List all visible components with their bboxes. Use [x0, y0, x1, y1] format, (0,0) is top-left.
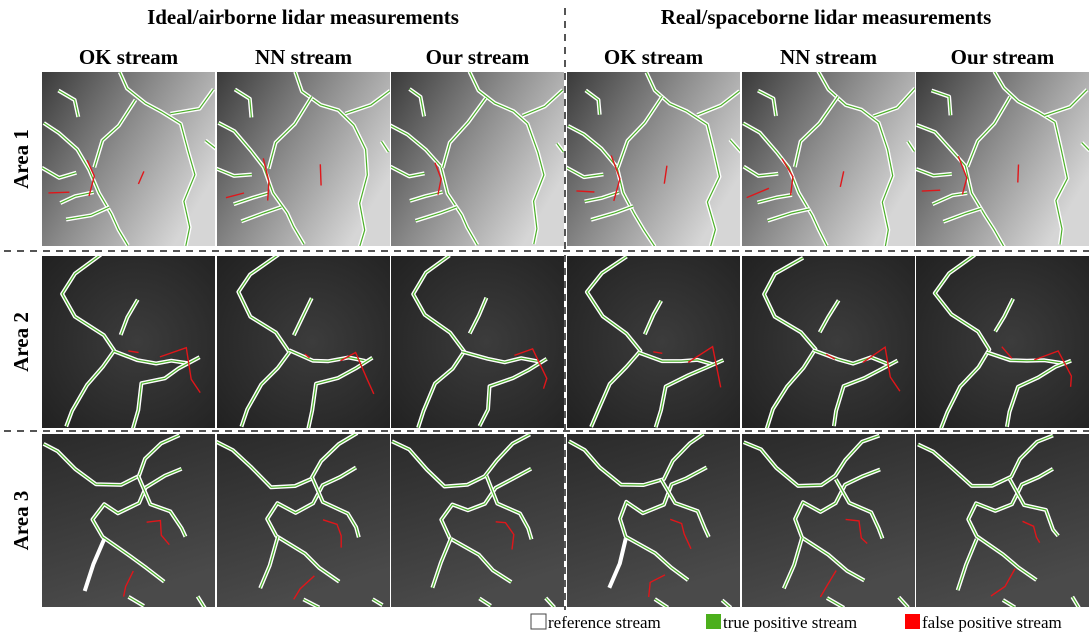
- legend-swatch: [905, 614, 920, 629]
- map-panel: [916, 255, 1089, 429]
- column-header: Our stream: [426, 45, 530, 69]
- map-panel: [42, 255, 215, 430]
- map-panel: [391, 255, 564, 428]
- legend-label: true positive stream: [723, 613, 857, 632]
- map-panel: [742, 256, 915, 430]
- figure: Ideal/airborne lidar measurements Real/s…: [0, 0, 1089, 633]
- legend-label: false positive stream: [922, 613, 1062, 632]
- legend-swatch: [706, 614, 721, 629]
- map-panel: [567, 434, 740, 608]
- map-panel: [565, 72, 741, 247]
- row-label: Area 3: [9, 491, 33, 551]
- column-header: NN stream: [780, 45, 878, 69]
- map-panel: [742, 434, 915, 608]
- false-positive-stream: [320, 164, 321, 185]
- map-panel: [217, 255, 390, 430]
- terrain-image: [742, 256, 915, 428]
- map-panel: [42, 72, 216, 246]
- column-header: OK stream: [79, 45, 179, 69]
- map-panel: [916, 72, 1089, 248]
- map-panel: [391, 434, 564, 608]
- legend-swatch: [531, 614, 546, 629]
- legend-label: reference stream: [548, 613, 661, 632]
- false-positive-stream: [922, 190, 940, 191]
- map-panel: [742, 71, 915, 246]
- column-header: NN stream: [255, 45, 353, 69]
- map-panel: [215, 72, 390, 248]
- column-header: Our stream: [951, 45, 1055, 69]
- group-title: Real/spaceborne lidar measurements: [661, 5, 992, 29]
- map-panel: [916, 434, 1089, 608]
- terrain-image: [391, 256, 564, 428]
- map-panel: [567, 256, 740, 428]
- group-title: Ideal/airborne lidar measurements: [147, 5, 459, 29]
- map-panel: [42, 434, 215, 608]
- map-panel: [390, 72, 564, 246]
- false-positive-stream: [1018, 165, 1019, 183]
- map-panel: [215, 433, 390, 608]
- false-positive-stream: [48, 192, 69, 193]
- row-label: Area 2: [9, 312, 33, 372]
- column-header: OK stream: [604, 45, 704, 69]
- row-label: Area 1: [9, 129, 33, 189]
